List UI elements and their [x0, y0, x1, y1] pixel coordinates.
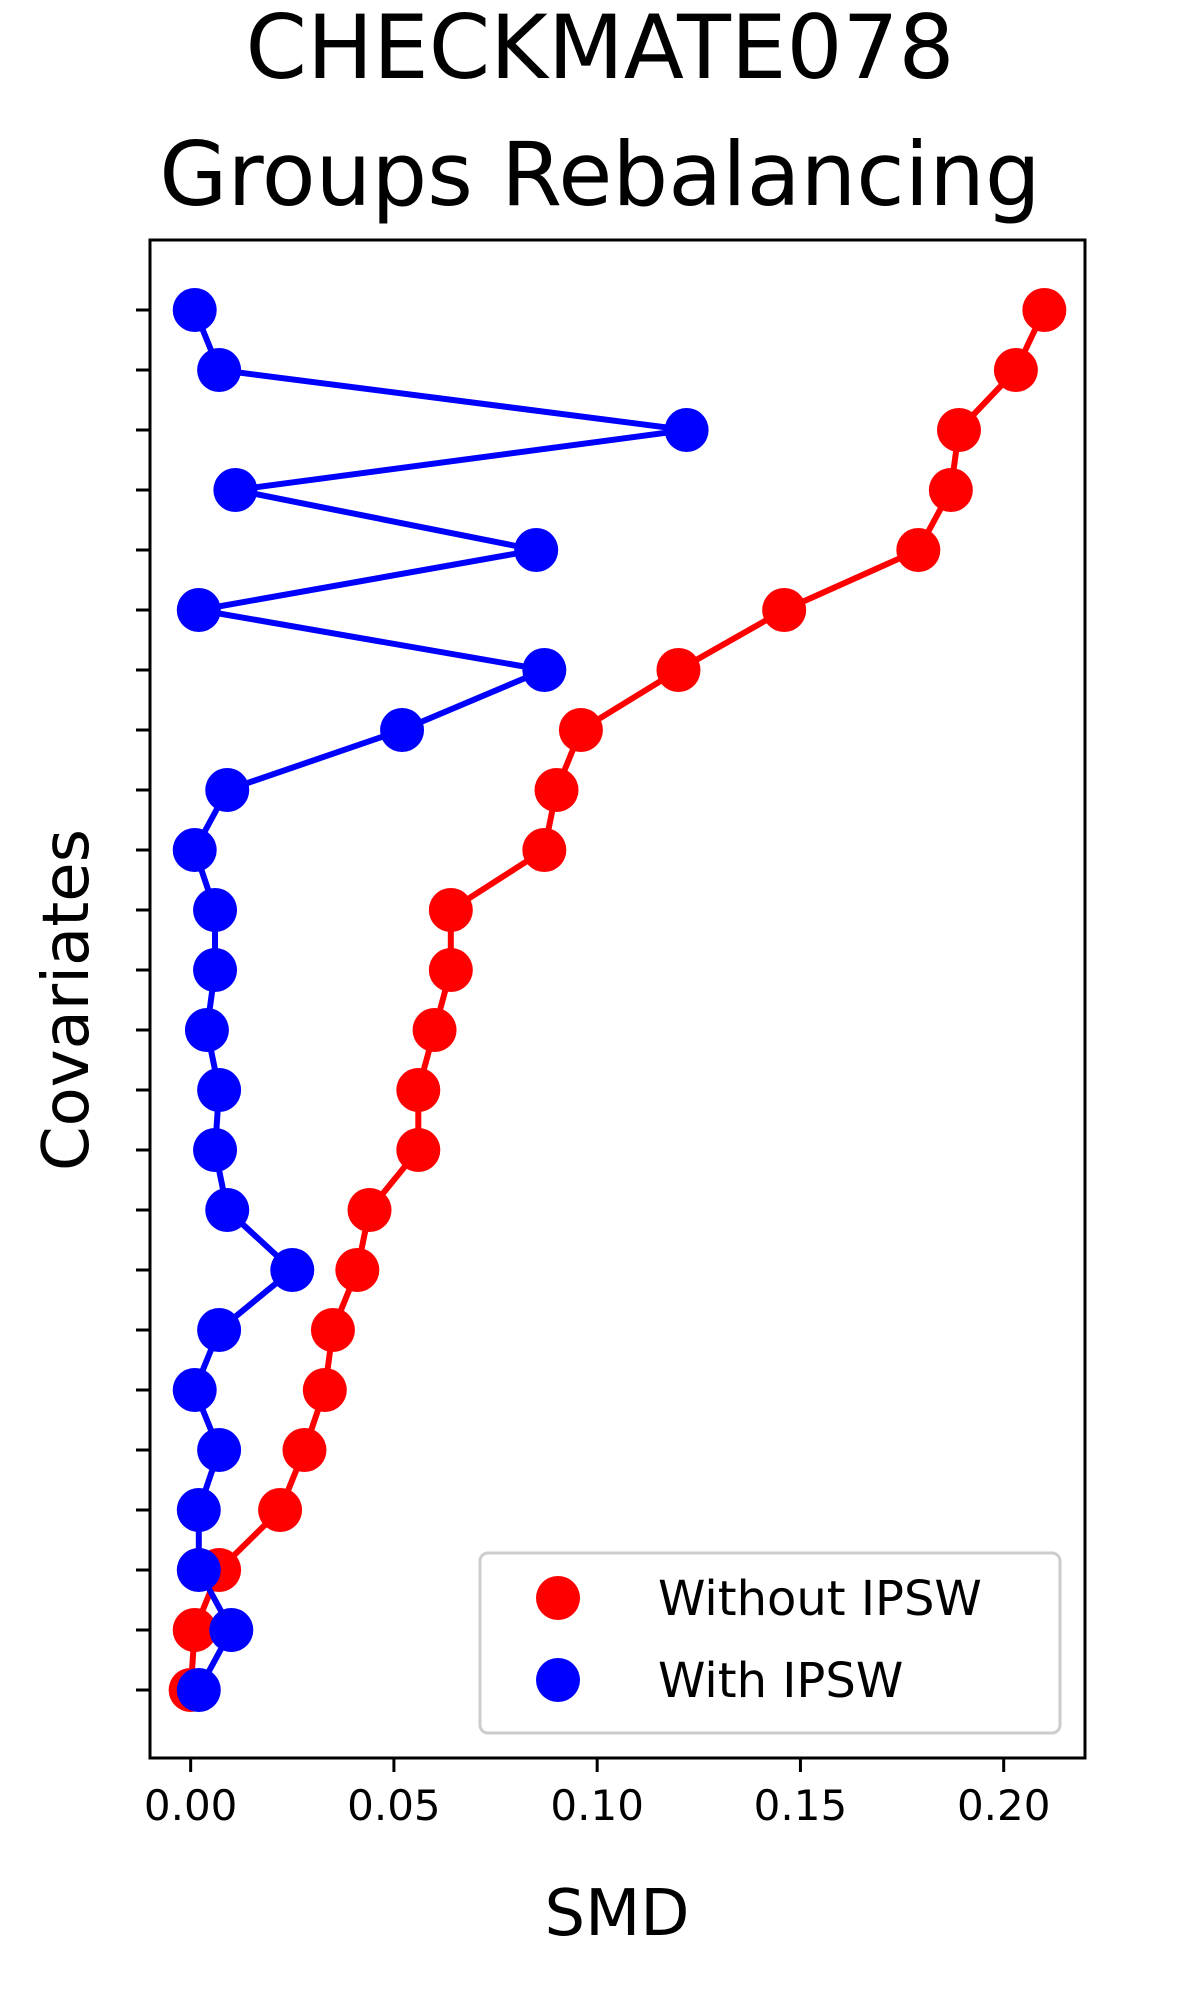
- x-tick-label-0: 0.00: [144, 1781, 238, 1830]
- chart-title-line-2: Groups Rebalancing: [159, 123, 1040, 226]
- x-tick-label-4: 0.20: [957, 1781, 1051, 1830]
- point-with-ipsw-7: [522, 648, 567, 692]
- series-line-without-ipsw: [187, 308, 1048, 1691]
- point-with-ipsw-6: [176, 588, 221, 632]
- point-without-ipsw-20: [282, 1428, 327, 1472]
- point-without-ipsw-5: [896, 528, 941, 572]
- x-tick-label-1: 0.05: [347, 1781, 441, 1830]
- y-axis-label: Covariates: [30, 829, 104, 1171]
- point-without-ipsw-15: [396, 1128, 441, 1172]
- point-with-ipsw-20: [197, 1428, 242, 1472]
- legend-marker-with-ipsw: [536, 1658, 580, 1702]
- plot-area-frame: [148, 238, 1087, 1760]
- point-with-ipsw-21: [176, 1488, 221, 1532]
- point-with-ipsw-12: [193, 948, 238, 992]
- point-without-ipsw-9: [534, 768, 579, 812]
- point-without-ipsw-4: [928, 468, 973, 512]
- point-with-ipsw-18: [197, 1308, 242, 1352]
- point-without-ipsw-18: [310, 1308, 355, 1352]
- point-without-ipsw-3: [936, 408, 981, 452]
- point-without-ipsw-11: [428, 888, 473, 932]
- point-without-ipsw-16: [347, 1188, 392, 1232]
- legend: Without IPSW With IPSW: [478, 1551, 1062, 1735]
- point-without-ipsw-7: [656, 648, 701, 692]
- x-axis-label: SMD: [544, 1877, 689, 1951]
- point-without-ipsw-13: [412, 1008, 457, 1052]
- point-with-ipsw-13: [184, 1008, 229, 1052]
- point-with-ipsw-22: [176, 1548, 221, 1592]
- point-with-ipsw-10: [172, 828, 217, 872]
- point-without-ipsw-2: [993, 348, 1038, 392]
- point-with-ipsw-4: [213, 468, 258, 512]
- point-without-ipsw-14: [396, 1068, 441, 1112]
- point-with-ipsw-8: [380, 708, 425, 752]
- x-axis-ticks: 0.00 0.05 0.10 0.15 0.20: [144, 1758, 1051, 1830]
- x-tick-label-2: 0.10: [550, 1781, 644, 1830]
- point-without-ipsw-10: [522, 828, 567, 872]
- point-without-ipsw-12: [428, 948, 473, 992]
- point-with-ipsw-5: [514, 528, 559, 572]
- x-tick-label-3: 0.15: [754, 1781, 848, 1830]
- point-with-ipsw-14: [197, 1068, 242, 1112]
- point-with-ipsw-15: [193, 1128, 238, 1172]
- point-without-ipsw-19: [302, 1368, 347, 1412]
- chart-title-line-1: CHECKMATE078: [246, 0, 955, 99]
- point-without-ipsw-17: [335, 1248, 380, 1292]
- point-with-ipsw-23: [209, 1608, 254, 1652]
- point-with-ipsw-2: [197, 348, 242, 392]
- point-with-ipsw-11: [193, 888, 238, 932]
- point-with-ipsw-19: [172, 1368, 217, 1412]
- point-with-ipsw-3: [664, 408, 709, 452]
- legend-marker-without-ipsw: [536, 1576, 580, 1620]
- legend-box: [478, 1551, 1062, 1735]
- legend-label-with-ipsw: With IPSW: [658, 1653, 903, 1709]
- point-with-ipsw-17: [270, 1248, 315, 1292]
- y-axis-ticks: [136, 308, 150, 1692]
- point-with-ipsw-24: [176, 1668, 221, 1712]
- point-without-ipsw-6: [762, 588, 807, 632]
- point-without-ipsw-21: [258, 1488, 303, 1532]
- point-without-ipsw-23: [172, 1608, 217, 1652]
- point-with-ipsw-9: [205, 768, 250, 812]
- point-without-ipsw-1: [1022, 288, 1067, 332]
- series-layer: [168, 288, 1067, 1712]
- legend-label-without-ipsw: Without IPSW: [658, 1571, 982, 1627]
- point-with-ipsw-16: [205, 1188, 250, 1232]
- point-without-ipsw-8: [558, 708, 603, 752]
- point-with-ipsw-1: [172, 288, 217, 332]
